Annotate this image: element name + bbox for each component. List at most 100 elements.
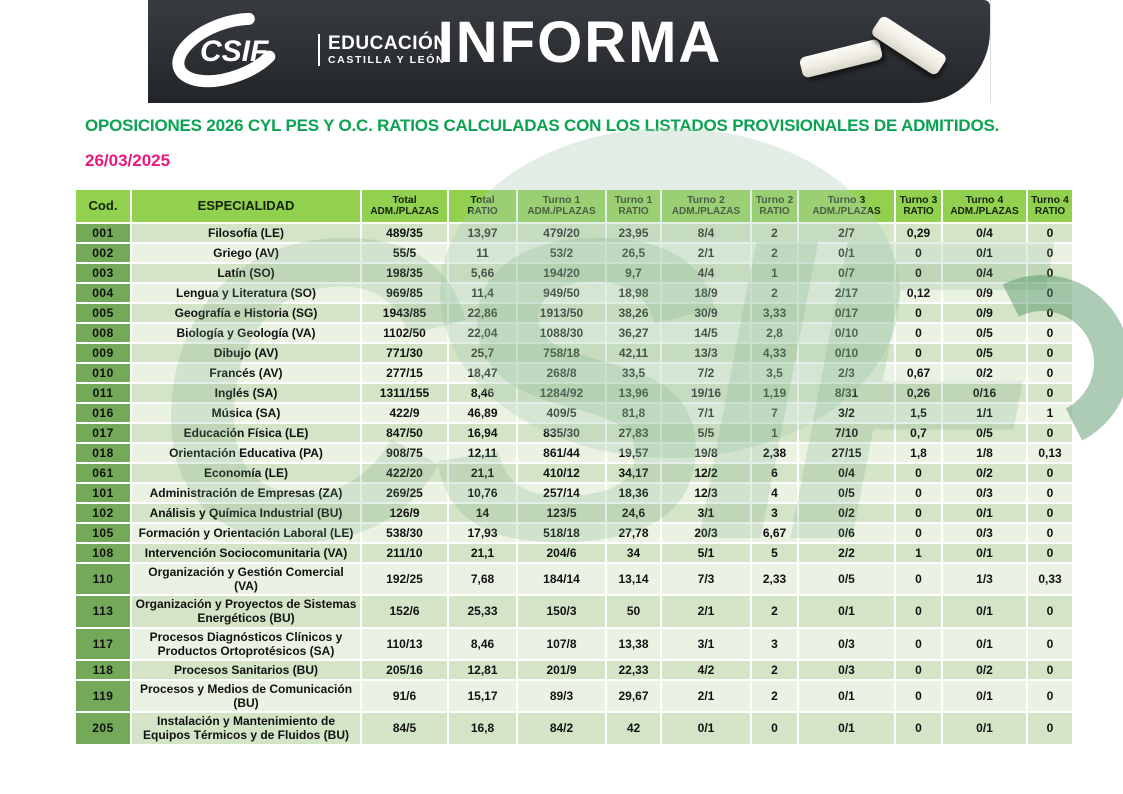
cell-value: 13,14 (607, 564, 660, 595)
cell-value: 16,8 (449, 713, 516, 744)
cell-value: 0/2 (943, 364, 1026, 382)
cell-value: 2/2 (799, 544, 894, 562)
cell-value: 949/50 (518, 284, 605, 302)
cell-value: 0/1 (662, 713, 750, 744)
cell-value: 0/1 (799, 596, 894, 627)
table-row: 005 Geografía e Historia (SG) 1943/85 22,86… (76, 304, 1072, 322)
cell-value: 0,12 (896, 284, 941, 302)
cell-value: 0,13 (1028, 444, 1072, 462)
cell-especialidad: Música (SA) (132, 404, 360, 422)
cell-value: 7/10 (799, 424, 894, 442)
cell-value: 0 (896, 628, 941, 659)
cell-value: 4/2 (662, 660, 750, 679)
cell-value: 0 (752, 713, 797, 744)
cell-value: 410/12 (518, 464, 605, 482)
cell-value: 34 (607, 544, 660, 562)
cell-value: 0 (1028, 424, 1072, 442)
cell-value: 3,33 (752, 304, 797, 322)
cell-value: 50 (607, 596, 660, 627)
cell-code: 004 (76, 284, 130, 302)
column-header-turno-2-ratio: Turno 2 RATIO (752, 190, 797, 222)
banner-right-edge (990, 0, 991, 103)
cell-code: 105 (76, 524, 130, 542)
cell-value: 2 (752, 680, 797, 712)
cell-especialidad: Procesos Sanitarios (BU) (132, 660, 360, 679)
cell-value: 201/9 (518, 660, 605, 679)
cell-value: 0/4 (799, 464, 894, 482)
cell-value: 0 (1028, 628, 1072, 659)
cell-value: 257/14 (518, 484, 605, 502)
table-row: 101 Administración de Empresas (ZA) 269/25… (76, 484, 1072, 502)
informa-headline: INFORMA (437, 10, 723, 75)
table-row: 102 Análisis y Química Industrial (BU) 126… (76, 504, 1072, 522)
cell-value: 21,1 (449, 544, 516, 562)
cell-value: 6,67 (752, 524, 797, 542)
cell-value: 6 (752, 464, 797, 482)
cell-value: 479/20 (518, 224, 605, 242)
csif-logo: CSIF EDUCACIÓN CASTILLA Y LEÓN (164, 10, 448, 90)
cell-value: 9,7 (607, 264, 660, 282)
cell-value: 0/1 (943, 596, 1026, 627)
cell-value: 0/3 (799, 628, 894, 659)
cell-especialidad: Formación y Orientación Laboral (LE) (132, 524, 360, 542)
cell-value: 861/44 (518, 444, 605, 462)
cell-value: 0/5 (943, 324, 1026, 342)
cell-code: 119 (76, 680, 130, 712)
table-body: 001 Filosofía (LE) 489/35 13,97 479/20 23,95 8… (76, 224, 1072, 744)
cell-value: 0/5 (943, 424, 1026, 442)
cell-especialidad: Francés (AV) (132, 364, 360, 382)
cell-value: 19,57 (607, 444, 660, 462)
cell-value: 34,17 (607, 464, 660, 482)
cell-value: 2/17 (799, 284, 894, 302)
cell-value: 0 (896, 660, 941, 679)
cell-value: 0/2 (799, 504, 894, 522)
cell-value: 3/2 (799, 404, 894, 422)
cell-value: 538/30 (362, 524, 447, 542)
cell-value: 123/5 (518, 504, 605, 522)
cell-especialidad: Orientación Educativa (PA) (132, 444, 360, 462)
cell-value: 23,95 (607, 224, 660, 242)
cell-value: 3 (752, 504, 797, 522)
table-row: 205 Instalación y Mantenimiento de Equipo… (76, 713, 1072, 744)
cell-code: 117 (76, 628, 130, 659)
cell-value: 0,7 (896, 424, 941, 442)
cell-value: 8/31 (799, 384, 894, 402)
cell-value: 1,19 (752, 384, 797, 402)
cell-value: 2/1 (662, 596, 750, 627)
cell-value: 7 (752, 404, 797, 422)
cell-value: 0 (1028, 596, 1072, 627)
cell-value: 0 (896, 304, 941, 322)
cell-value: 489/35 (362, 224, 447, 242)
cell-value: 0 (896, 680, 941, 712)
cell-value: 33,5 (607, 364, 660, 382)
cell-value: 3 (752, 628, 797, 659)
cell-value: 0 (1028, 660, 1072, 679)
cell-value: 1,8 (896, 444, 941, 462)
cell-value: 0/1 (943, 544, 1026, 562)
table-row: 003 Latín (SO) 198/35 5,66 194/20 9,7 4/4 1 0/7 0… (76, 264, 1072, 282)
cell-value: 0,26 (896, 384, 941, 402)
column-header-turno-3-adm-plazas: Turno 3 ADM./PLAZAS (799, 190, 894, 222)
cell-value: 0/4 (943, 264, 1026, 282)
cell-value: 15,17 (449, 680, 516, 712)
cell-value: 5 (752, 544, 797, 562)
cell-value: 0/1 (943, 628, 1026, 659)
table-row: 118 Procesos Sanitarios (BU) 205/16 12,81 20… (76, 660, 1072, 679)
column-header-turno-1-ratio: Turno 1 RATIO (607, 190, 660, 222)
cell-value: 27,83 (607, 424, 660, 442)
cell-value: 42 (607, 713, 660, 744)
cell-value: 84/5 (362, 713, 447, 744)
csif-logo-text: CSIF (200, 35, 269, 68)
cell-value: 1/3 (943, 564, 1026, 595)
cell-code: 118 (76, 660, 130, 679)
cell-value: 847/50 (362, 424, 447, 442)
cell-value: 13,97 (449, 224, 516, 242)
cell-value: 7,68 (449, 564, 516, 595)
cell-value: 0/2 (943, 660, 1026, 679)
cell-value: 0/3 (943, 524, 1026, 542)
cell-value: 29,67 (607, 680, 660, 712)
cell-value: 0 (1028, 324, 1072, 342)
cell-value: 25,33 (449, 596, 516, 627)
column-header-cod: Cod. (76, 190, 130, 222)
cell-value: 211/10 (362, 544, 447, 562)
